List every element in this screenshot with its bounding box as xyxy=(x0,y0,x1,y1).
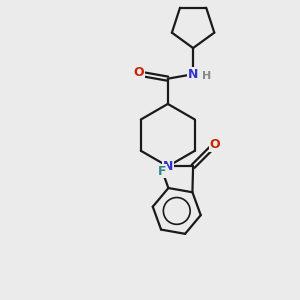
Text: F: F xyxy=(158,165,166,178)
Text: N: N xyxy=(188,68,198,81)
Text: H: H xyxy=(202,71,211,81)
Text: O: O xyxy=(209,138,220,152)
Text: N: N xyxy=(163,160,173,173)
Text: O: O xyxy=(134,66,144,79)
